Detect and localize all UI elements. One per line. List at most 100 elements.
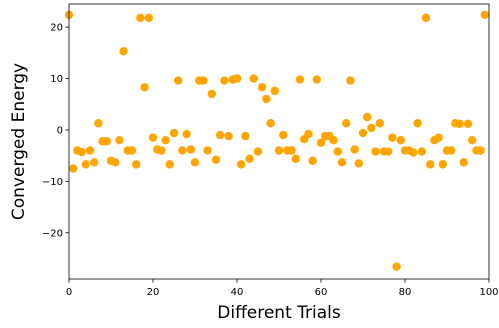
data-point <box>350 145 359 154</box>
data-point <box>102 137 112 146</box>
data-point <box>174 76 183 85</box>
data-point <box>119 47 128 56</box>
data-point <box>157 146 166 155</box>
data-point <box>396 136 405 145</box>
data-point <box>190 158 200 167</box>
data-point <box>358 128 368 138</box>
data-point <box>85 146 95 155</box>
data-point <box>241 131 250 141</box>
data-point <box>207 89 216 99</box>
data-point <box>463 119 473 128</box>
data-point <box>480 10 489 19</box>
data-point <box>161 136 170 145</box>
data-point <box>295 75 305 84</box>
data-point <box>258 83 267 92</box>
data-point <box>266 119 275 128</box>
data-point <box>367 123 376 133</box>
y-tick-label: 0 <box>57 126 63 137</box>
data-point <box>279 130 288 140</box>
data-point <box>182 129 191 139</box>
data-point <box>90 158 99 167</box>
data-point <box>287 146 296 155</box>
data-point <box>220 76 229 85</box>
data-point <box>337 158 347 167</box>
data-point <box>178 146 187 155</box>
data-point <box>69 164 78 173</box>
data-point <box>291 154 300 163</box>
y-tick-label: −10 <box>42 177 63 188</box>
data-point <box>333 147 342 156</box>
x-tick-label: 60 <box>315 287 328 298</box>
y-axis-title: Converged Energy <box>9 63 29 220</box>
data-point <box>81 160 91 169</box>
data-point <box>111 158 120 167</box>
y-axis-ticks: −20 −10 0 10 20 <box>42 23 69 239</box>
x-tick-label: 20 <box>147 287 160 298</box>
data-point <box>438 160 447 169</box>
data-point <box>199 76 208 85</box>
data-point <box>304 129 313 139</box>
data-point <box>312 75 321 84</box>
data-point <box>140 83 149 92</box>
data-point <box>270 86 279 96</box>
data-point <box>127 146 137 155</box>
data-point <box>363 112 372 122</box>
data-point <box>308 156 317 165</box>
axes <box>68 3 490 280</box>
data-point <box>417 147 426 156</box>
data-point <box>148 133 158 142</box>
data-point <box>409 148 418 157</box>
data-point <box>237 160 246 169</box>
data-point <box>136 13 145 23</box>
data-point <box>388 133 397 142</box>
data-point <box>115 136 124 145</box>
y-tick-label: 20 <box>50 23 63 34</box>
data-point <box>455 119 464 128</box>
data-point <box>354 159 363 168</box>
data-point <box>329 136 338 145</box>
data-point <box>384 147 393 156</box>
scatter-points <box>64 10 489 271</box>
data-point <box>216 130 225 140</box>
data-point <box>262 94 271 104</box>
y-tick-label: −20 <box>42 228 63 239</box>
data-point <box>224 131 233 141</box>
x-tick-label: 80 <box>399 287 412 298</box>
plot-frame <box>68 3 490 280</box>
data-point <box>169 128 179 138</box>
data-point <box>186 145 195 154</box>
data-point <box>165 160 174 169</box>
data-point <box>371 147 380 156</box>
x-tick-label: 0 <box>66 287 72 298</box>
x-tick-label: 100 <box>479 287 498 298</box>
data-point <box>253 147 263 156</box>
data-point <box>392 262 401 271</box>
data-point <box>434 133 443 142</box>
data-point <box>232 74 242 83</box>
data-point <box>316 138 326 147</box>
data-point <box>426 160 435 169</box>
data-point <box>211 155 221 164</box>
x-tick-label: 40 <box>231 287 244 298</box>
data-point <box>375 119 384 128</box>
x-axis-ticks: 0 20 40 60 80 100 <box>66 279 499 298</box>
data-point <box>144 13 153 23</box>
data-point <box>413 119 422 128</box>
x-axis-title: Different Trials <box>217 303 341 323</box>
data-point <box>346 76 355 85</box>
data-point <box>245 154 254 163</box>
data-point <box>249 74 258 83</box>
y-tick-label: 10 <box>50 74 63 85</box>
data-point <box>468 136 477 145</box>
data-point <box>77 147 86 157</box>
data-point <box>274 146 284 155</box>
data-point <box>94 119 103 128</box>
data-point <box>203 146 212 155</box>
data-point <box>421 13 431 23</box>
data-point <box>447 146 456 155</box>
data-point <box>476 146 485 155</box>
data-point <box>132 160 141 169</box>
data-point <box>459 158 468 167</box>
data-point <box>342 119 351 128</box>
